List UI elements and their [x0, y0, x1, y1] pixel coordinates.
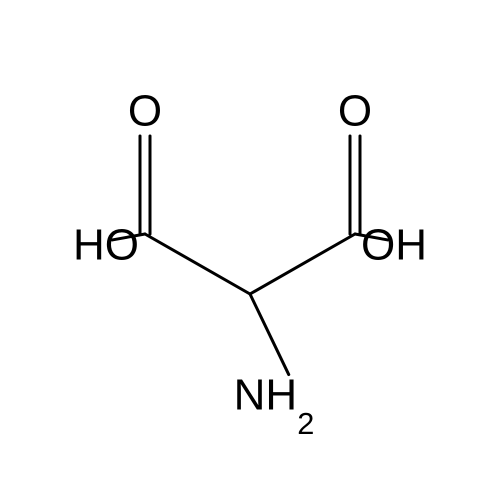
bond-line: [250, 234, 355, 294]
bond-line: [145, 234, 250, 294]
atom-label-o2: O: [338, 87, 372, 136]
atom-label-oh2: OH: [361, 221, 427, 270]
bonds-group: [112, 136, 387, 375]
bond-line: [250, 294, 289, 375]
atom-label-o1: O: [128, 87, 162, 136]
atom-label-nh2: NH2: [234, 371, 315, 441]
labels-group: O O HO OH NH2: [73, 87, 427, 441]
atom-label-ho1: HO: [73, 221, 139, 270]
molecule-diagram: O O HO OH NH2: [0, 0, 500, 500]
